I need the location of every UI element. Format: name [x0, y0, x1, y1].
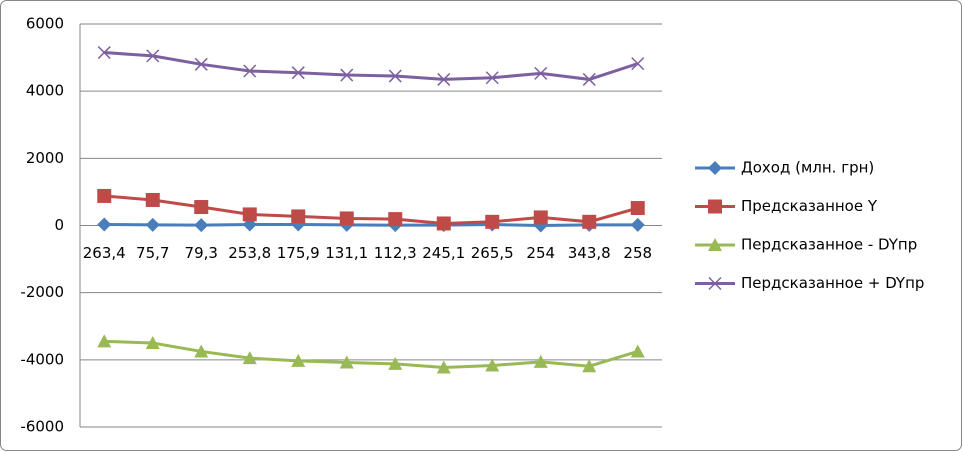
y-tick-label: -2000 — [20, 283, 64, 301]
marker — [145, 192, 160, 207]
marker — [485, 71, 499, 85]
marker — [708, 199, 722, 214]
marker — [97, 46, 111, 60]
x-tick-label: 131,1 — [325, 244, 368, 262]
marker — [534, 66, 548, 80]
marker — [631, 57, 645, 71]
x-tick-label: 175,9 — [277, 244, 320, 262]
marker — [97, 334, 112, 348]
legend-label: Пердсказанное - DYпр — [741, 236, 917, 254]
marker — [582, 72, 596, 86]
marker — [97, 188, 112, 203]
series-line — [104, 51, 639, 81]
marker — [630, 201, 645, 216]
marker — [630, 344, 645, 358]
marker — [291, 209, 306, 224]
x-tick-label: 265,5 — [471, 244, 514, 262]
x-tick-label: 258 — [623, 244, 652, 262]
marker — [145, 217, 160, 232]
marker — [388, 212, 403, 227]
x-tick-label: 263,4 — [83, 244, 126, 262]
marker — [339, 211, 354, 226]
marker — [291, 353, 306, 367]
legend-label: Доход (млн. грн) — [741, 159, 874, 177]
marker — [243, 64, 257, 78]
series-line — [104, 222, 638, 228]
x-tick-label: 245,1 — [422, 244, 465, 262]
y-tick-label: -6000 — [20, 418, 64, 436]
series-line — [104, 194, 639, 225]
legend-label: Предсказанное Y — [741, 197, 878, 215]
marker — [436, 216, 451, 231]
marker — [708, 161, 722, 175]
series-line — [104, 339, 639, 370]
marker — [339, 355, 354, 369]
marker — [242, 207, 257, 222]
marker — [194, 218, 209, 233]
y-tick-label: 6000 — [26, 15, 64, 33]
marker — [582, 359, 597, 373]
marker — [146, 49, 160, 63]
marker — [437, 72, 451, 86]
marker — [582, 214, 597, 229]
marker — [388, 69, 402, 83]
marker — [242, 351, 257, 365]
y-tick-label: 2000 — [26, 149, 64, 167]
marker — [388, 356, 403, 370]
x-tick-label: 75,7 — [136, 244, 169, 262]
marker — [436, 360, 451, 374]
marker — [533, 354, 548, 368]
x-tick-label: 112,3 — [374, 244, 417, 262]
marker — [485, 358, 500, 372]
marker — [97, 217, 112, 232]
marker — [291, 66, 305, 80]
marker — [485, 214, 500, 229]
marker — [533, 210, 548, 225]
y-tick-label: 4000 — [26, 82, 64, 100]
marker — [194, 344, 209, 358]
y-tick-label: 0 — [54, 216, 64, 234]
marker — [194, 57, 208, 71]
marker — [708, 238, 722, 251]
marker — [145, 336, 160, 350]
x-tick-label: 254 — [526, 244, 555, 262]
marker — [708, 276, 722, 291]
y-tick-label: -4000 — [20, 350, 64, 368]
marker — [194, 200, 209, 215]
x-tick-label: 79,3 — [185, 244, 218, 262]
x-tick-label: 253,8 — [228, 244, 271, 262]
marker — [630, 217, 645, 232]
x-tick-label: 343,8 — [568, 244, 611, 262]
legend-label: Пердсказанное + DYпр — [741, 274, 924, 292]
marker — [340, 68, 354, 82]
